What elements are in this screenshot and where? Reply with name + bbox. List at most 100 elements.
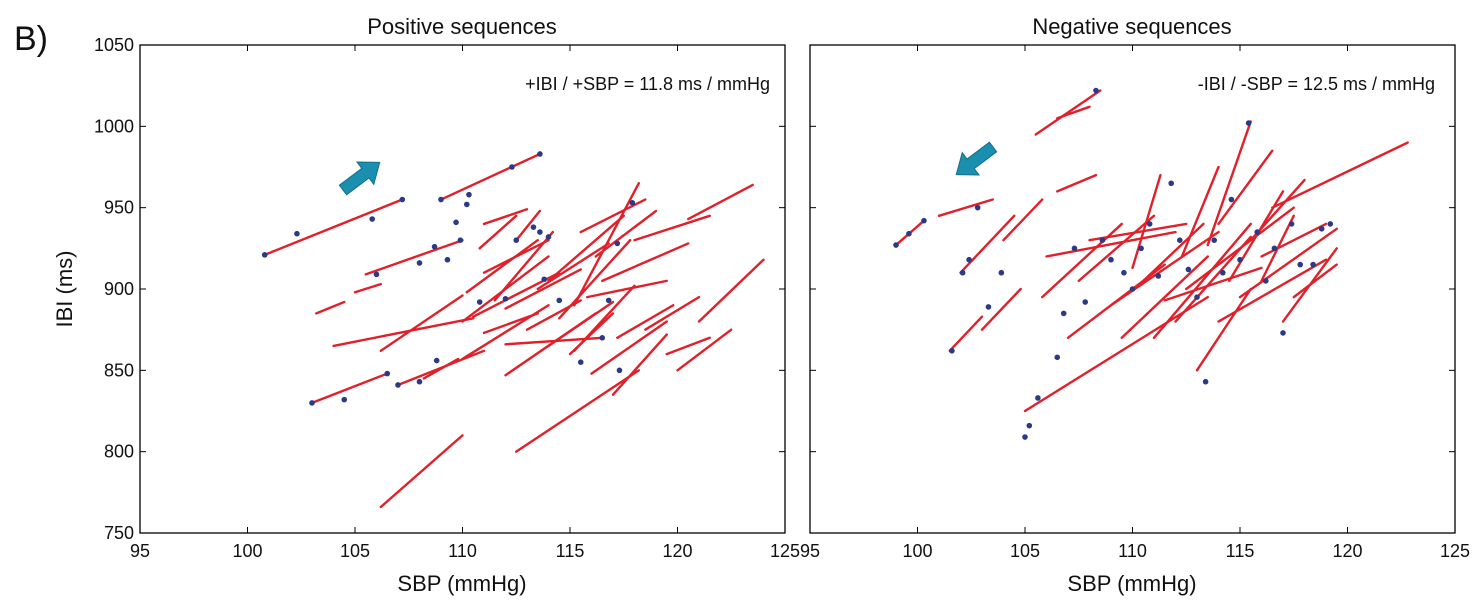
data-point — [502, 295, 509, 302]
regression-segment — [959, 214, 1016, 274]
x-tick-label: 95 — [800, 541, 820, 561]
data-point — [1071, 245, 1078, 252]
regression-segment — [315, 300, 346, 315]
regression-segment — [353, 282, 382, 294]
data-point — [438, 196, 444, 203]
regression-segment — [948, 315, 984, 353]
regression-segment — [1077, 214, 1156, 283]
data-point — [466, 191, 472, 198]
axis-ticks: 95 100 105 110 115 120 125 — [800, 44, 1470, 561]
y-tick-label: 750 — [104, 523, 134, 543]
data-point — [1220, 269, 1226, 276]
data-point — [384, 370, 391, 377]
data-point — [1121, 269, 1127, 276]
data-point — [1271, 245, 1278, 252]
data-point — [1202, 378, 1209, 385]
regression-segment — [573, 284, 636, 353]
regression-segment — [1292, 263, 1338, 299]
y-tick-label: 1050 — [94, 35, 134, 55]
regression-segment — [422, 357, 460, 380]
data-point — [464, 201, 470, 208]
regression-segment — [1002, 198, 1044, 242]
regression-segment — [439, 152, 542, 201]
regression-segment — [1260, 214, 1295, 283]
regression-segment — [1180, 165, 1220, 258]
data-point — [416, 260, 423, 266]
x-tick-label: 105 — [1010, 541, 1040, 561]
data-point — [921, 217, 927, 224]
data-point — [998, 269, 1005, 276]
data-point — [1211, 237, 1217, 243]
regression-segment — [515, 209, 542, 242]
regression-segment — [1023, 295, 1209, 413]
data-point — [369, 216, 376, 222]
data-point — [629, 199, 636, 206]
data-point — [476, 299, 483, 305]
x-tick-label: 120 — [662, 541, 692, 561]
direction-arrow-icon — [338, 161, 381, 196]
regression-segment — [586, 279, 668, 299]
regression-segment — [1131, 173, 1162, 270]
data-point — [949, 348, 955, 354]
data-point — [530, 224, 537, 230]
data-point — [616, 367, 623, 374]
regression-segment — [579, 198, 647, 234]
regression-segment — [1142, 222, 1205, 283]
data-point — [453, 219, 459, 226]
regression-segment — [482, 312, 539, 335]
regression-segment — [1195, 287, 1252, 372]
data-point — [509, 164, 515, 170]
regression-segment — [1260, 222, 1328, 258]
data-point — [416, 378, 423, 385]
regression-segment — [478, 214, 518, 250]
data-point — [1146, 221, 1153, 227]
x-tick-label: 100 — [902, 541, 932, 561]
data-point — [1263, 278, 1269, 284]
data-point — [261, 252, 268, 258]
regression-segment — [1109, 230, 1220, 307]
data-point — [1245, 120, 1252, 126]
y-tick-label: 800 — [104, 442, 134, 462]
data-point — [1138, 245, 1144, 252]
regression-segment — [1249, 178, 1306, 242]
regression-segment — [687, 183, 754, 221]
data-point — [1288, 221, 1295, 227]
panel-label: B) — [14, 20, 48, 58]
data-point — [1318, 226, 1325, 232]
regression-segment — [1185, 206, 1295, 291]
regression-segment — [697, 258, 765, 323]
chart-title: Negative sequences — [1032, 14, 1231, 39]
data-point — [537, 151, 543, 157]
data-point — [513, 237, 520, 243]
regression-segment — [263, 198, 404, 257]
data-point — [399, 196, 406, 203]
regression-segment — [1034, 89, 1102, 136]
regression-segment — [310, 372, 389, 405]
x-tick-label: 105 — [340, 541, 370, 561]
data-point — [457, 237, 464, 243]
regression-segment — [644, 295, 701, 331]
regression-segment — [515, 369, 640, 453]
regression-segment — [573, 182, 640, 307]
data-point — [1327, 221, 1334, 227]
data-point — [1310, 261, 1316, 268]
regression-segment — [1228, 190, 1285, 283]
data-point — [1168, 180, 1174, 187]
y-tick-label: 850 — [104, 360, 134, 380]
data-point — [537, 229, 543, 235]
regression-segment — [1271, 141, 1409, 209]
data-point — [433, 357, 440, 364]
data-point — [1185, 266, 1192, 273]
data-point — [605, 297, 612, 304]
data-point — [985, 304, 992, 310]
data-point — [1280, 330, 1286, 336]
data-point — [309, 400, 315, 406]
regression-segment — [547, 214, 625, 283]
x-tick-label: 95 — [130, 541, 150, 561]
direction-arrow-icon — [955, 141, 998, 176]
slope-annotation: +IBI / +SBP = 11.8 ms / mmHg — [525, 74, 770, 94]
data-point — [959, 269, 966, 276]
slope-annotation: -IBI / -SBP = 12.5 ms / mmHg — [1198, 74, 1435, 94]
regression-segment — [616, 304, 675, 339]
data-point — [1194, 294, 1200, 300]
